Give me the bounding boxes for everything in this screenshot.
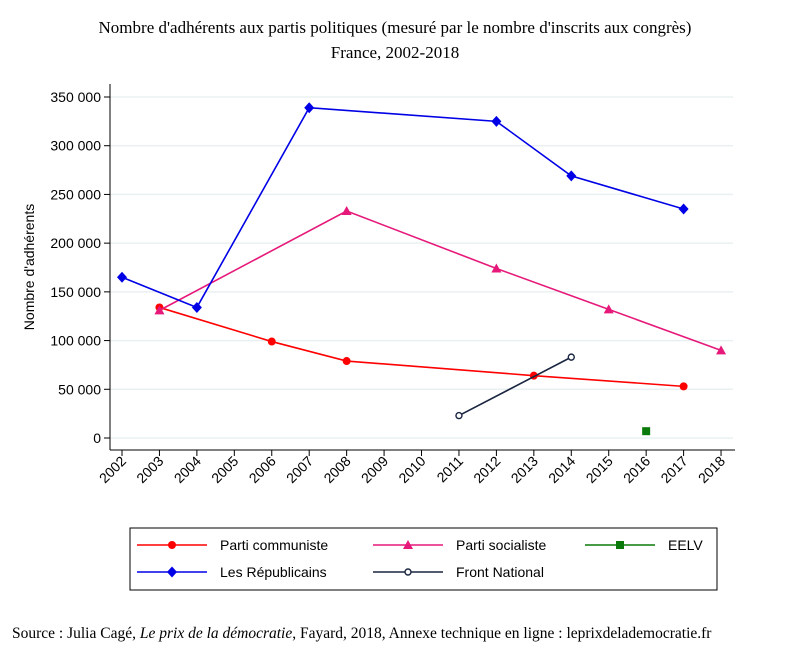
legend-item: Front National xyxy=(373,564,544,580)
legend-box xyxy=(129,527,718,591)
data-point-diamond xyxy=(191,301,202,313)
x-tick-label: 2005 xyxy=(208,453,241,486)
gridlines xyxy=(110,96,733,439)
chart-title: Nombre d'adhérents aux partis politiques… xyxy=(99,18,692,37)
series-line xyxy=(121,106,684,309)
data-point-triangle xyxy=(154,305,165,315)
data-point-hollow-circle xyxy=(455,411,463,420)
series-eelv xyxy=(642,427,651,436)
x-tick-label: 2018 xyxy=(695,453,728,486)
x-tick-label: 2006 xyxy=(246,453,279,486)
x-tick-label: 2007 xyxy=(283,453,316,486)
series-group xyxy=(117,102,727,436)
source-book-title: Le prix de la démocratie xyxy=(139,625,293,642)
data-point-diamond xyxy=(678,203,689,215)
data-point-circle xyxy=(168,541,176,549)
source-prefix: Source : Julia Cagé, xyxy=(12,625,140,642)
data-point-diamond xyxy=(167,566,177,578)
x-tick-label: 2011 xyxy=(433,453,466,486)
series-parti-communiste xyxy=(155,303,688,391)
x-tick-label: 2004 xyxy=(171,453,204,486)
series-les-r-publicains xyxy=(117,102,689,313)
data-point-square xyxy=(642,427,651,436)
x-tick-label: 2003 xyxy=(133,453,166,486)
data-point-triangle xyxy=(403,540,413,549)
legend-item: EELV xyxy=(585,537,703,553)
x-tick-label: 2015 xyxy=(582,453,615,486)
data-point-triangle xyxy=(491,263,502,273)
x-tick-label: 2012 xyxy=(470,453,503,486)
y-tick-label: 350 000 xyxy=(50,89,101,105)
y-tick-label: 300 000 xyxy=(50,138,101,154)
data-point-diamond xyxy=(304,102,315,114)
x-tick-label: 2016 xyxy=(620,453,653,486)
data-point-circle xyxy=(342,357,351,366)
series-front-national xyxy=(455,353,575,420)
x-tick-label: 2014 xyxy=(545,453,578,486)
data-point-diamond xyxy=(117,271,127,283)
source-suffix: , Fayard, 2018, Annexe technique en lign… xyxy=(292,625,712,642)
data-point-triangle xyxy=(603,304,614,314)
y-tick-label: 200 000 xyxy=(50,235,101,251)
legend-item: Parti communiste xyxy=(137,537,328,553)
source-note: Source : Julia Cagé, Le prix de la démoc… xyxy=(12,625,711,643)
chart-subtitle: France, 2002-2018 xyxy=(331,43,459,62)
x-tick-label: 2013 xyxy=(508,453,541,486)
data-point-diamond xyxy=(491,115,502,127)
legend-item: Parti socialiste xyxy=(373,537,546,553)
y-tick-label: 50 000 xyxy=(58,381,101,397)
series-line xyxy=(159,306,684,388)
y-tick-label: 250 000 xyxy=(50,186,101,202)
data-point-circle xyxy=(679,382,688,391)
axes: 0 50 000 100 000 150 000 200 000 250 000 300 0… xyxy=(50,84,735,486)
y-tick-label: 100 000 xyxy=(50,333,101,349)
legend-label: Les Républicains xyxy=(220,564,327,580)
x-tick-label: 2009 xyxy=(358,453,391,486)
series-line xyxy=(159,210,722,352)
data-point-square xyxy=(616,541,624,549)
x-tick-label: 2010 xyxy=(395,453,428,486)
y-axis-label: Nombre d'adhérents xyxy=(21,204,37,330)
series-line xyxy=(458,356,572,417)
x-tick-label: 2002 xyxy=(96,453,129,486)
y-tick-label: 0 xyxy=(93,430,101,446)
data-point-hollow-circle xyxy=(404,568,412,576)
legend-label: EELV xyxy=(668,537,703,553)
data-point-circle xyxy=(267,337,276,346)
legend-label: Parti communiste xyxy=(220,537,328,553)
data-point-hollow-circle xyxy=(567,353,575,361)
data-point-triangle xyxy=(341,205,352,215)
legend: Parti communiste Parti socialiste EELV Les … xyxy=(129,527,718,591)
x-tick-label: 2017 xyxy=(657,453,690,486)
data-point-diamond xyxy=(566,170,577,182)
legend-label: Front National xyxy=(456,564,544,580)
series-parti-socialiste xyxy=(154,205,727,355)
legend-label: Parti socialiste xyxy=(456,537,546,553)
y-tick-label: 150 000 xyxy=(50,284,101,300)
x-tick-label: 2008 xyxy=(320,453,353,486)
legend-item: Les Républicains xyxy=(137,564,327,580)
data-point-triangle xyxy=(716,345,727,355)
